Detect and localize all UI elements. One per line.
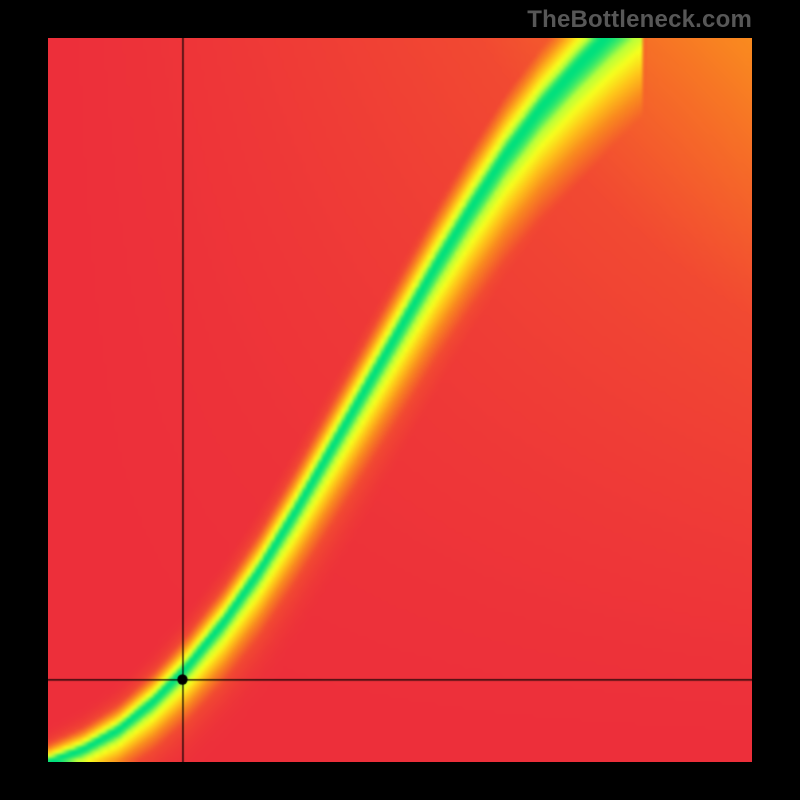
watermark-text: TheBottleneck.com: [527, 6, 752, 34]
heatmap-canvas: [48, 38, 752, 762]
plot-area: [48, 38, 752, 762]
